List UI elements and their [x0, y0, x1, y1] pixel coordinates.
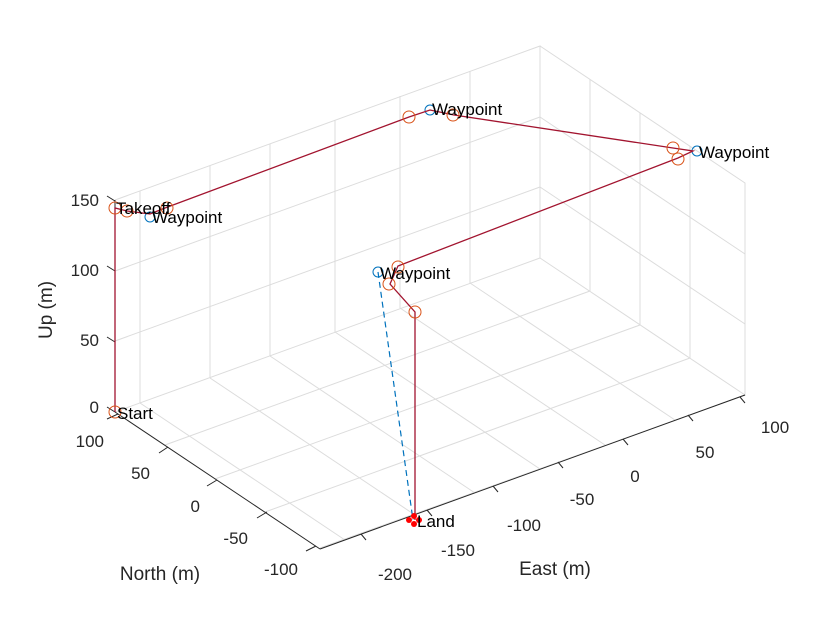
axes [106, 195, 746, 552]
east-tick-0: 0 [630, 467, 639, 486]
east-tick-neg150: -150 [441, 541, 475, 560]
east-tick-neg50: -50 [570, 490, 595, 509]
z-tick-150: 150 [71, 191, 99, 210]
annotation-takeoff: Takeoff [116, 199, 171, 218]
annotation-waypoint-1: Waypoint [152, 208, 223, 227]
z-tick-labels: 150 100 50 0 [71, 191, 99, 417]
east-axis-label: East (m) [519, 559, 591, 580]
north-tick-neg50: -50 [223, 529, 248, 548]
north-axis-label: North (m) [120, 564, 200, 585]
z-tick-100: 100 [71, 261, 99, 280]
annotation-waypoint-3: Waypoint [699, 143, 770, 162]
east-tick-100: 100 [761, 418, 789, 437]
z-tick-0: 0 [90, 398, 99, 417]
east-tick-neg100: -100 [507, 516, 541, 535]
east-tick-50: 50 [696, 443, 715, 462]
grid-back-wall [114, 45, 746, 413]
annotation-land: Land [417, 512, 455, 531]
east-tick-labels: -200 -150 -100 -50 0 50 100 [378, 418, 789, 584]
transition-markers [108, 108, 685, 419]
z-tick-50: 50 [80, 331, 99, 350]
east-tick-neg200: -200 [378, 565, 412, 584]
annotation-waypoint-4: Waypoint [380, 264, 451, 283]
annotations: Start Takeoff Waypoint Waypoint Waypoint… [116, 100, 770, 531]
z-axis-label: Up (m) [36, 281, 57, 339]
annotation-start: Start [117, 404, 153, 423]
grid-floor [139, 282, 746, 549]
land-marker-icon [406, 513, 422, 527]
north-tick-100: 100 [76, 432, 104, 451]
flown-trajectory [114, 109, 696, 520]
north-tick-0: 0 [191, 497, 200, 516]
annotation-waypoint-2: Waypoint [432, 100, 503, 119]
north-tick-neg100: -100 [264, 560, 298, 579]
north-tick-labels: 100 50 0 -50 -100 [76, 432, 298, 579]
north-tick-50: 50 [131, 464, 150, 483]
planned-path [144, 104, 703, 521]
